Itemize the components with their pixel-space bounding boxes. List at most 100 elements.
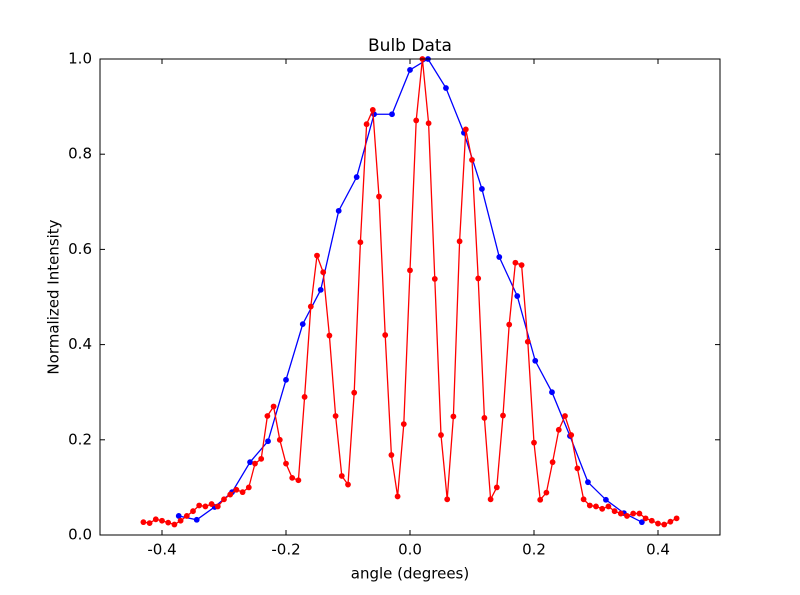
data-point [332, 413, 339, 419]
data-point [171, 521, 178, 528]
data-point [655, 520, 661, 527]
data-point [357, 239, 364, 246]
data-point [512, 259, 519, 266]
data-point [239, 489, 246, 496]
data-point [636, 510, 643, 517]
data-point [202, 503, 209, 510]
data-point [603, 496, 609, 503]
data-point [400, 421, 407, 427]
data-point [469, 157, 475, 163]
data-point [177, 517, 184, 524]
data-point [531, 439, 537, 446]
data-point [568, 432, 575, 438]
data-point [276, 436, 283, 443]
x-tick-label: -0.2 [271, 541, 300, 559]
data-point [307, 303, 314, 310]
data-point [562, 413, 568, 419]
data-point [524, 338, 531, 345]
data-point [335, 207, 342, 214]
data-point [450, 413, 457, 420]
data-point [353, 174, 360, 180]
data-point [443, 85, 449, 91]
data-point [363, 121, 370, 128]
data-point [617, 510, 624, 517]
data-point [382, 332, 389, 338]
data-point [193, 516, 200, 523]
x-axis-label: angle (degrees) [351, 565, 469, 583]
data-point [283, 376, 289, 383]
y-axis-label: Normalized Intensity [45, 219, 63, 374]
data-point [648, 517, 655, 524]
data-point [190, 508, 196, 515]
data-point [338, 473, 345, 479]
data-point [146, 520, 153, 526]
y-tick-label: 1.0 [68, 50, 92, 68]
data-point [518, 262, 525, 269]
data-point [537, 496, 544, 503]
data-point [487, 496, 494, 503]
data-point [599, 505, 606, 512]
data-point [585, 479, 591, 486]
data-point [247, 459, 253, 466]
data-point [444, 496, 451, 503]
data-point [289, 474, 296, 481]
data-point [673, 515, 680, 522]
data-point [549, 459, 556, 466]
data-point [532, 357, 539, 364]
data-point [431, 276, 438, 282]
data-point [140, 519, 147, 526]
data-point [252, 460, 258, 467]
data-point [624, 513, 630, 519]
x-tick-label: 0.2 [522, 541, 546, 559]
data-point [314, 252, 320, 259]
data-point [611, 508, 618, 515]
data-point [264, 413, 271, 419]
data-point [351, 389, 358, 396]
data-point [593, 503, 599, 510]
data-point [301, 394, 308, 400]
data-point [295, 477, 302, 484]
y-tick-label: 0.8 [68, 145, 92, 163]
y-tick-label: 0.2 [68, 430, 92, 448]
data-point [388, 452, 395, 458]
data-point [265, 438, 271, 445]
data-point [283, 460, 289, 467]
data-point [326, 332, 333, 339]
data-point [543, 489, 550, 496]
series-line [143, 58, 677, 526]
data-point [376, 193, 382, 200]
data-point [481, 415, 488, 421]
data-point [407, 267, 413, 274]
data-point [425, 120, 432, 127]
data-point [159, 517, 165, 524]
y-tick-label: 0.0 [68, 526, 92, 544]
data-point [500, 412, 506, 419]
data-point [475, 275, 482, 282]
data-point [208, 501, 215, 507]
y-tick-label: 0.4 [68, 335, 92, 353]
data-point [183, 513, 190, 519]
data-point [456, 238, 463, 245]
data-point [586, 502, 593, 509]
data-point [152, 516, 159, 523]
x-tick-label: -0.4 [147, 541, 176, 559]
data-point [638, 519, 645, 526]
data-point [245, 484, 252, 491]
data-point [574, 465, 581, 472]
data-point [299, 321, 306, 328]
data-point [479, 186, 485, 192]
data-point [196, 502, 203, 509]
data-point [462, 126, 469, 133]
data-point [317, 286, 324, 293]
series-line [178, 58, 643, 523]
x-tick-label: 0.0 [398, 541, 422, 559]
data-point [642, 515, 649, 522]
data-point [605, 503, 612, 510]
data-point [175, 513, 182, 519]
data-point [233, 486, 240, 493]
data-point [555, 426, 562, 433]
data-point [661, 521, 668, 528]
data-point [394, 493, 401, 500]
data-point [165, 519, 172, 526]
